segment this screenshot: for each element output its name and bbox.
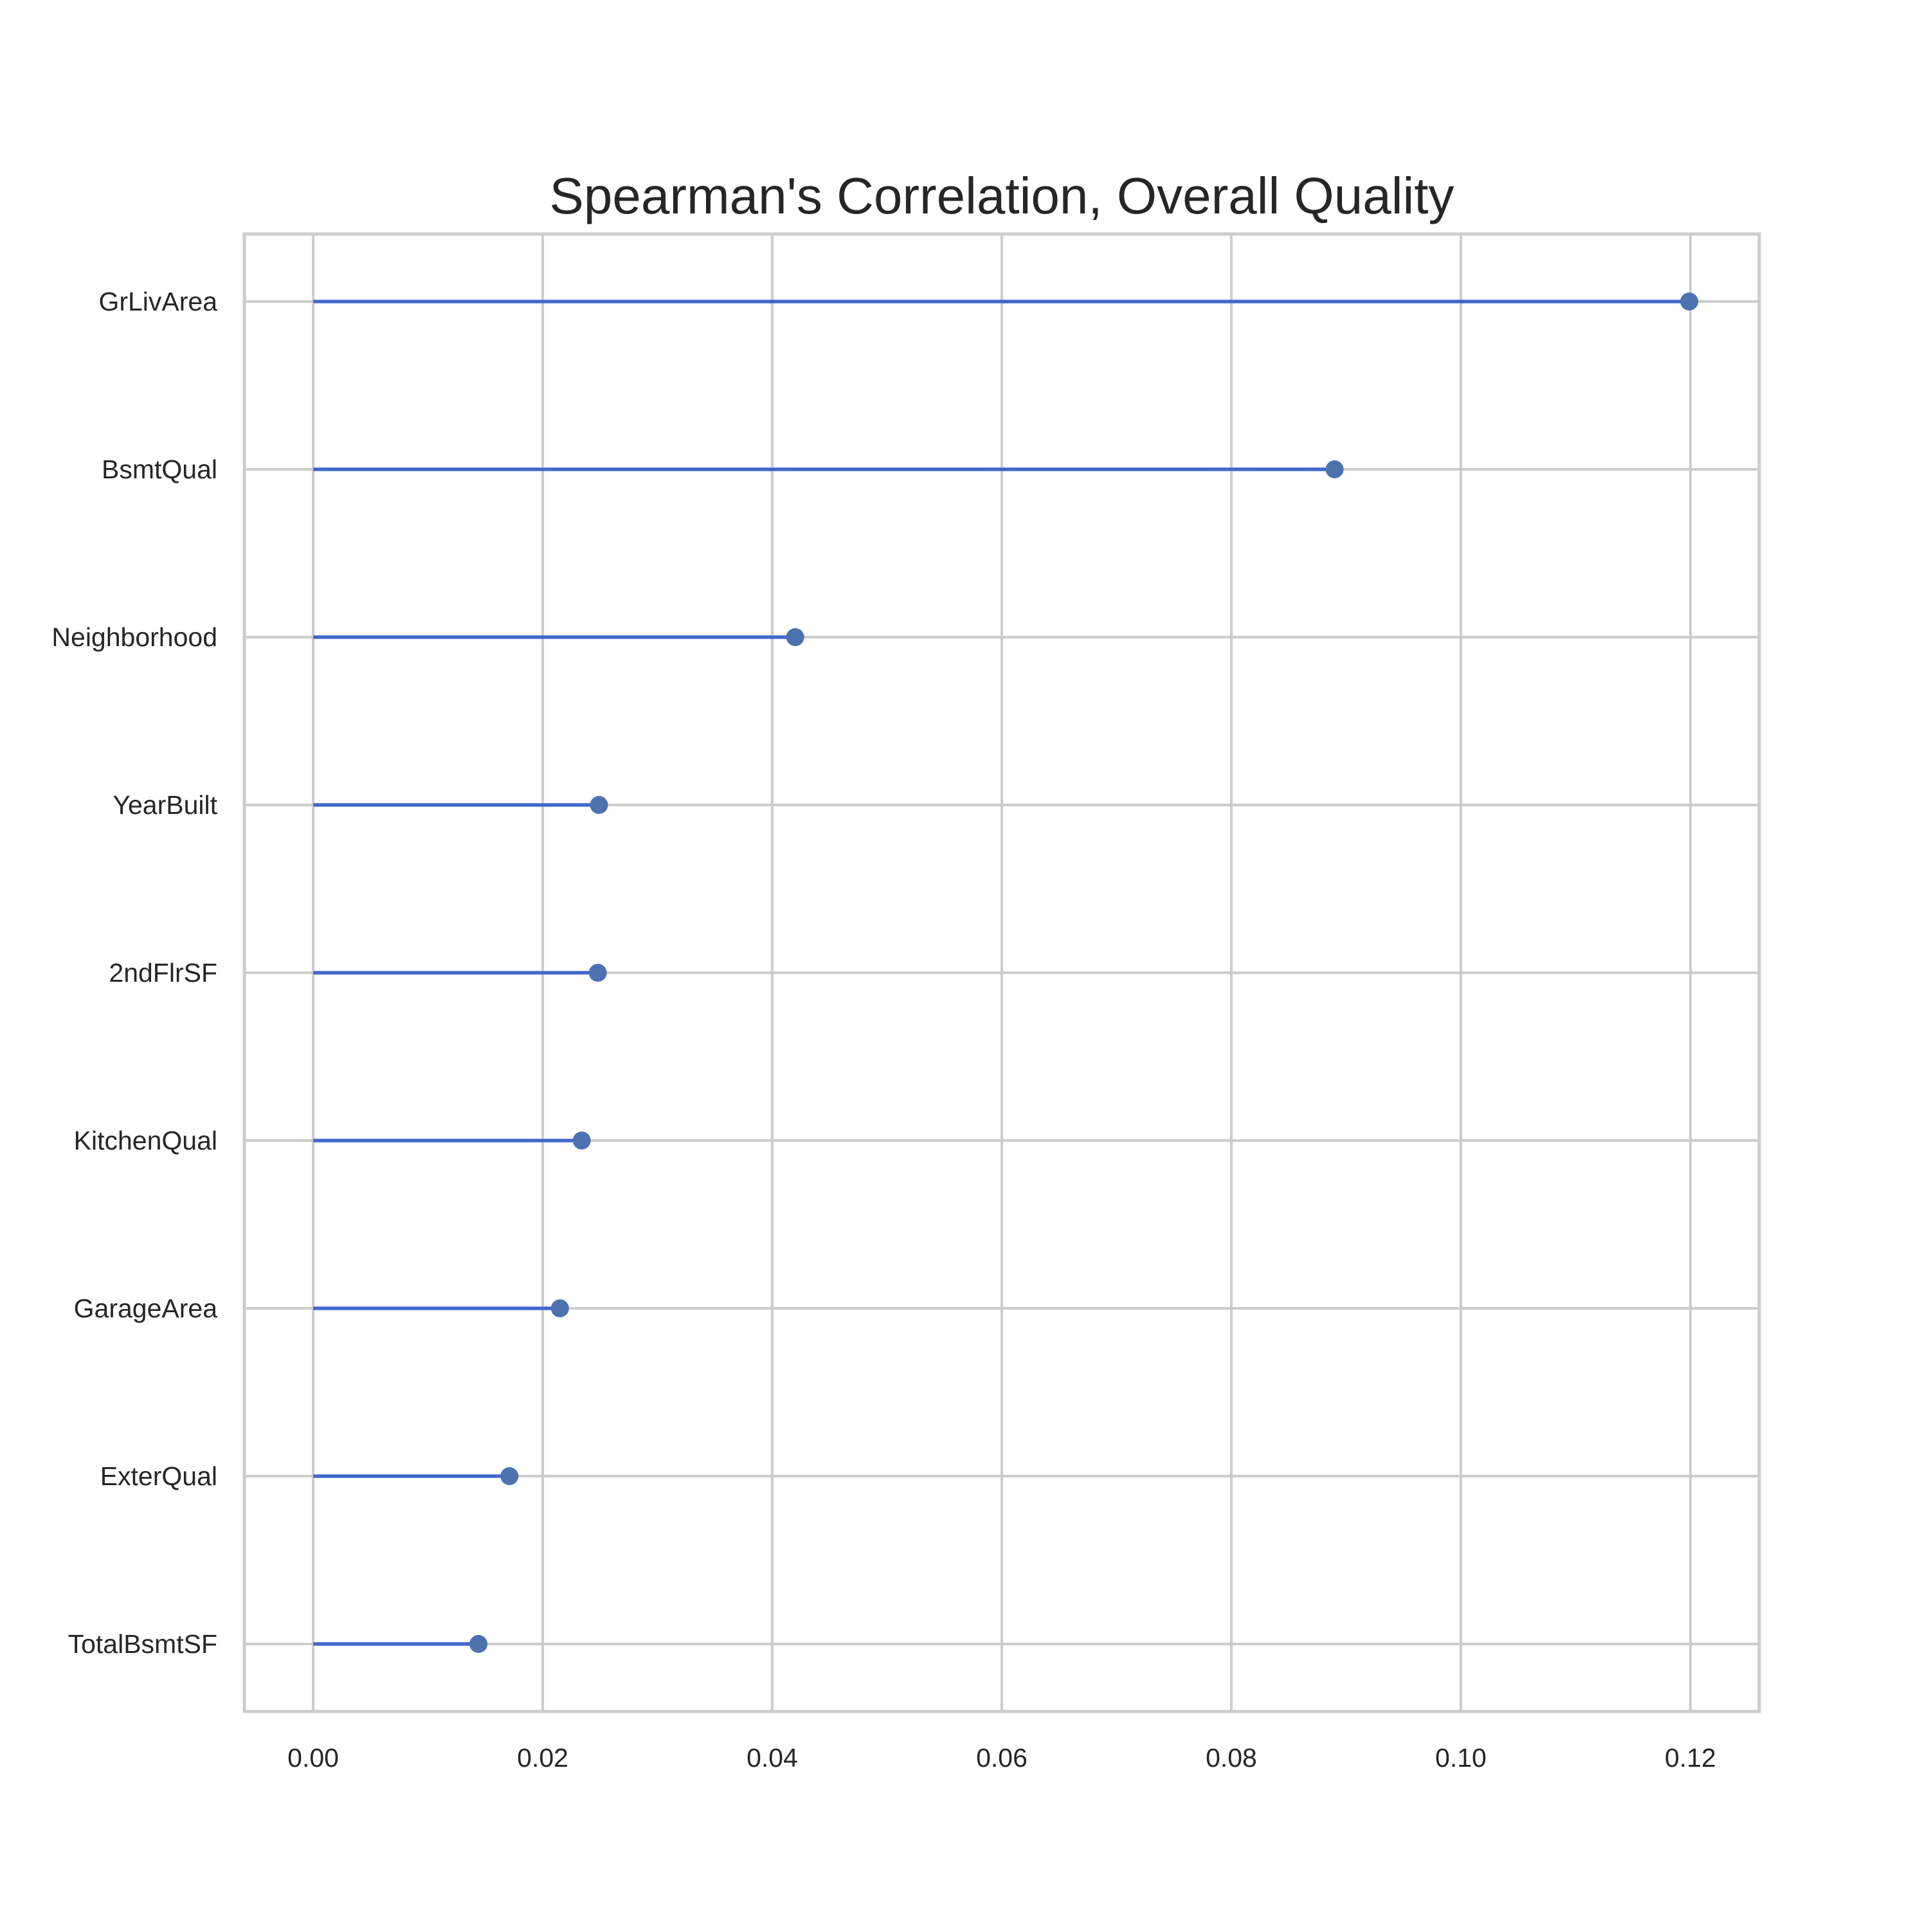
lollipop-marker — [1325, 460, 1344, 478]
lollipop-marker — [572, 1132, 591, 1150]
lollipop-marker — [500, 1467, 519, 1485]
lollipop-marker — [550, 1299, 569, 1317]
lollipop-marker — [786, 628, 804, 646]
y-tick-label: KitchenQual — [74, 1126, 217, 1155]
y-tick-label: GrLivArea — [98, 287, 217, 316]
chart-title: Spearman's Correlation, Overall Quality — [550, 167, 1454, 224]
x-tick-label: 0.02 — [517, 1743, 568, 1773]
y-tick-label: TotalBsmtSF — [68, 1629, 217, 1659]
lollipop-marker — [469, 1635, 488, 1653]
y-tick-label: ExterQual — [100, 1461, 217, 1491]
y-tick-label: YearBuilt — [113, 790, 217, 820]
lollipop-marker — [590, 796, 608, 814]
x-tick-label: 0.08 — [1206, 1743, 1257, 1773]
lollipop-marker — [1680, 293, 1699, 311]
axes-frame — [242, 232, 1761, 1713]
x-tick-label: 0.12 — [1665, 1743, 1716, 1773]
x-tick-labels: 0.00 0.02 0.04 0.06 0.08 0.10 0.12 — [287, 1743, 1716, 1773]
markers-layer — [469, 293, 1699, 1653]
stems-layer — [313, 300, 1690, 1646]
x-tick-label: 0.06 — [976, 1743, 1028, 1773]
y-tick-label: BsmtQual — [102, 455, 217, 484]
y-tick-label: Neighborhood — [51, 622, 217, 652]
x-tick-label: 0.10 — [1435, 1743, 1487, 1773]
y-tick-label: GarageArea — [74, 1294, 218, 1323]
x-tick-label: 0.04 — [747, 1743, 798, 1773]
y-tick-labels: GrLivArea BsmtQual Neighborhood YearBuilt 2n… — [51, 287, 217, 1659]
lollipop-marker — [588, 964, 607, 982]
x-tick-label: 0.00 — [287, 1743, 339, 1773]
y-tick-label: 2ndFlrSF — [109, 958, 217, 988]
